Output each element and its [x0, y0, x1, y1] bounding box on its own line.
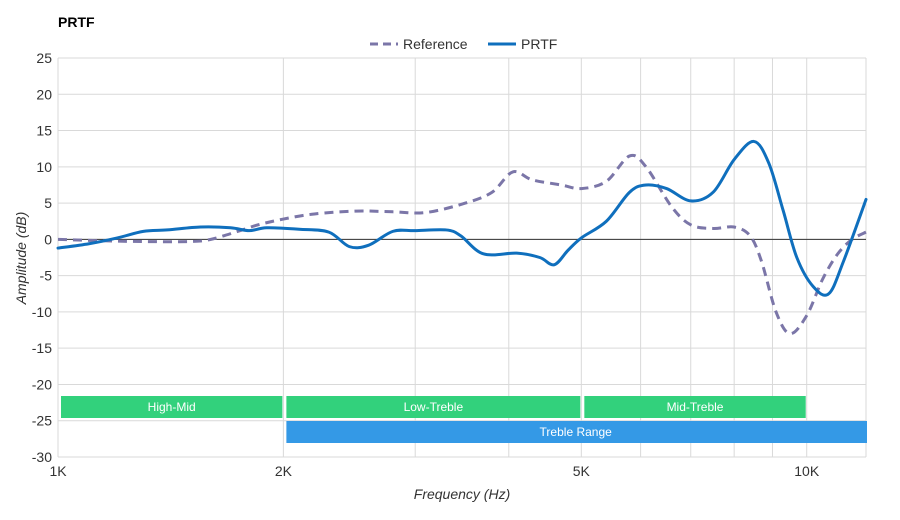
y-tick-label: -15 [32, 340, 52, 356]
x-tick-label: 2K [275, 463, 293, 479]
range-band-label: High-Mid [148, 400, 196, 414]
range-band-label: Mid-Treble [667, 400, 724, 414]
y-axis-title: Amplitude (dB) [13, 212, 29, 306]
x-axis-title: Frequency (Hz) [414, 486, 510, 502]
x-tick-label: 10K [794, 463, 820, 479]
y-tick-label: 15 [36, 123, 52, 139]
range-band [61, 396, 283, 418]
y-tick-label: 5 [44, 195, 52, 211]
y-tick-label: 25 [36, 50, 52, 66]
series-line-prtf [56, 139, 868, 297]
y-tick-label: 20 [36, 86, 52, 102]
range-band [584, 396, 806, 418]
range-band-label: Treble Range [540, 425, 613, 439]
y-tick-label: -30 [32, 449, 52, 465]
grid [57, 57, 867, 458]
range-band [286, 421, 868, 443]
x-tick-label: 1K [49, 463, 67, 479]
y-tick-label: -25 [32, 413, 52, 429]
legend: Reference PRTF [370, 36, 557, 52]
y-tick-label: -10 [32, 304, 52, 320]
y-tick-label: 0 [44, 231, 52, 247]
range-band [286, 396, 581, 418]
x-axis-ticks: 1K 2K 5K 10K [49, 463, 819, 479]
x-tick-label: 5K [573, 463, 591, 479]
series-group [56, 139, 868, 336]
chart-title: PRTF [58, 14, 95, 30]
y-tick-label: -20 [32, 376, 52, 392]
legend-entry: Reference [403, 36, 468, 52]
series-line-reference [57, 153, 867, 336]
y-axis-ticks: 25 20 15 10 5 0 -5 -10 -15 -20 -25 -30 [32, 50, 52, 465]
y-tick-label: 10 [36, 159, 52, 175]
y-tick-label: -5 [40, 268, 53, 284]
range-bands: High-Mid Low-Treble Mid-Treble Treble Range [61, 396, 868, 443]
range-band-label: Low-Treble [404, 400, 464, 414]
legend-entry: PRTF [521, 36, 557, 52]
